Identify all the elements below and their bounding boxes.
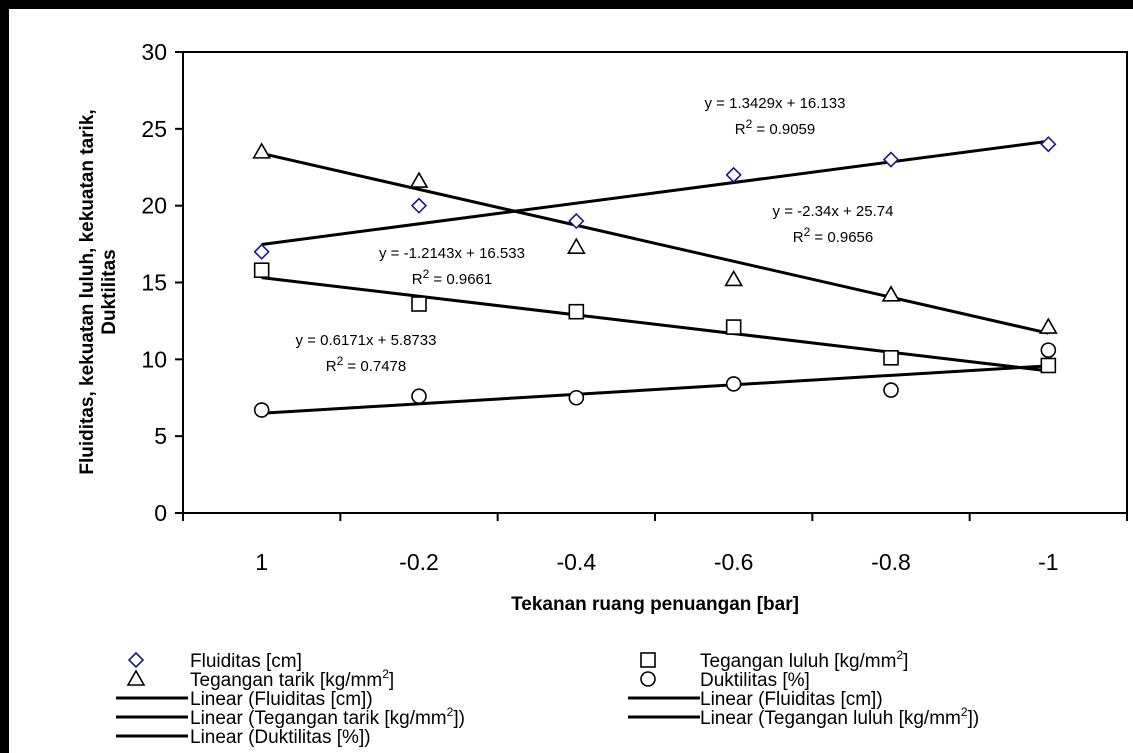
legend-label: Linear (Fluiditas [cm]) bbox=[190, 689, 373, 710]
x-axis: 1 -0.2 -0.4 -0.6 -0.8 -1 bbox=[182, 513, 1128, 575]
x-tick-label: -0.4 bbox=[557, 549, 597, 575]
legend-item: Tegangan luluh [kg/mm2] bbox=[640, 648, 908, 672]
legend-marker-swatch bbox=[640, 671, 656, 687]
legend-item: Linear (Fluiditas [cm]) bbox=[116, 689, 373, 710]
point-luluh bbox=[568, 303, 585, 320]
trendline-luluh bbox=[261, 276, 1049, 373]
legend-marker-swatch bbox=[127, 651, 145, 669]
legend-label: Fluiditas [cm] bbox=[190, 651, 302, 672]
legend-item: Duktilitas [%] bbox=[640, 670, 810, 691]
y-tick-label: 25 bbox=[141, 116, 167, 142]
point-fluiditas bbox=[568, 212, 585, 230]
legend-item: Tegangan tarik [kg/mm2] bbox=[126, 667, 394, 691]
plot-border bbox=[182, 51, 1128, 514]
x-tick-label: -1 bbox=[1038, 549, 1058, 575]
point-tarik bbox=[881, 285, 901, 302]
legend-label: Linear (Tegangan luluh [kg/mm2]) bbox=[700, 705, 979, 729]
equations: y = 1.3429x + 16.133 R2 = 0.9059 y = -1.21… bbox=[296, 95, 894, 375]
point-luluh bbox=[411, 296, 427, 312]
trend-equation-fluiditas: y = 1.3429x + 16.133 bbox=[705, 95, 846, 112]
point-fluiditas bbox=[725, 166, 742, 184]
trend-r2-fluiditas: R2 = 0.9059 bbox=[735, 117, 816, 138]
trend-equation-luluh: y = -1.2143x + 16.533 bbox=[379, 245, 525, 262]
legend-item: Linear (Tegangan luluh [kg/mm2]) bbox=[628, 705, 979, 729]
point-duktilitas bbox=[568, 389, 585, 406]
legend-item: Fluiditas [cm] bbox=[127, 651, 302, 672]
y-axis: 0 5 10 15 20 25 30 bbox=[141, 39, 183, 526]
point-fluiditas bbox=[410, 197, 428, 214]
point-tarik bbox=[409, 171, 429, 188]
point-duktilitas bbox=[883, 382, 899, 398]
trendline-duktilitas bbox=[261, 364, 1049, 415]
y-axis-title-line2: Duktilitas bbox=[99, 249, 120, 335]
point-tarik bbox=[566, 237, 586, 254]
x-tick-label: 1 bbox=[255, 549, 268, 575]
trend-r2-tarik: R2 = 0.9656 bbox=[793, 225, 874, 246]
y-axis-title: Fluiditas, kekuatan luluh, kekuatan tari… bbox=[77, 109, 120, 474]
x-tick-label: -0.2 bbox=[399, 549, 439, 575]
legend-label: Tegangan tarik [kg/mm2] bbox=[190, 667, 394, 691]
point-luluh bbox=[253, 262, 270, 279]
legend-item: Linear (Fluiditas [cm]) bbox=[628, 689, 883, 710]
legend-item: Linear (Tegangan tarik [kg/mm2]) bbox=[116, 705, 465, 729]
trend-r2-luluh: R2 = 0.9661 bbox=[412, 267, 493, 288]
x-tick-label: -0.8 bbox=[871, 549, 911, 575]
y-tick-label: 0 bbox=[154, 500, 167, 526]
point-luluh bbox=[725, 319, 742, 335]
plot-area bbox=[182, 51, 1128, 514]
legend-marker-swatch bbox=[126, 669, 146, 686]
point-luluh bbox=[1040, 357, 1057, 374]
point-duktilitas bbox=[253, 402, 270, 418]
point-duktilitas bbox=[1040, 342, 1057, 358]
markers bbox=[252, 136, 1058, 418]
point-fluiditas bbox=[253, 243, 270, 260]
legend-label: Tegangan luluh [kg/mm2] bbox=[700, 648, 908, 672]
point-fluiditas bbox=[1040, 136, 1057, 153]
point-luluh bbox=[883, 349, 899, 366]
y-tick-label: 10 bbox=[141, 346, 167, 372]
trendlines bbox=[261, 139, 1049, 415]
point-tarik bbox=[1038, 317, 1058, 334]
trend-equation-duktilitas: y = 0.6171x + 5.8733 bbox=[296, 332, 437, 349]
x-axis-title: Tekanan ruang penuangan [bar] bbox=[511, 594, 799, 615]
point-tarik bbox=[252, 142, 272, 159]
trend-r2-duktilitas: R2 = 0.7478 bbox=[326, 354, 407, 375]
point-duktilitas bbox=[411, 388, 427, 405]
point-fluiditas bbox=[882, 151, 900, 168]
x-tick-label: -0.6 bbox=[714, 549, 754, 575]
legend: Fluiditas [cm]Tegangan tarik [kg/mm2]Lin… bbox=[116, 648, 979, 748]
legend-label: Linear (Tegangan tarik [kg/mm2]) bbox=[190, 705, 465, 729]
legend-label: Duktilitas [%] bbox=[700, 670, 810, 691]
y-tick-label: 30 bbox=[141, 39, 167, 65]
y-tick-label: 20 bbox=[141, 193, 167, 219]
trendline-fluiditas bbox=[261, 139, 1049, 246]
trendline-tarik bbox=[261, 151, 1049, 335]
y-tick-label: 15 bbox=[141, 270, 167, 296]
point-tarik bbox=[724, 269, 744, 287]
legend-marker-swatch bbox=[640, 652, 656, 668]
trend-equation-tarik: y = -2.34x + 25.74 bbox=[773, 203, 894, 220]
y-axis-title-line1: Fluiditas, kekuatan luluh, kekuatan tari… bbox=[77, 109, 98, 474]
legend-label: Linear (Fluiditas [cm]) bbox=[700, 689, 883, 710]
point-duktilitas bbox=[725, 376, 742, 392]
legend-label: Linear (Duktilitas [%]) bbox=[190, 727, 371, 748]
legend-item: Linear (Duktilitas [%]) bbox=[116, 727, 371, 748]
y-tick-label: 5 bbox=[154, 423, 167, 449]
